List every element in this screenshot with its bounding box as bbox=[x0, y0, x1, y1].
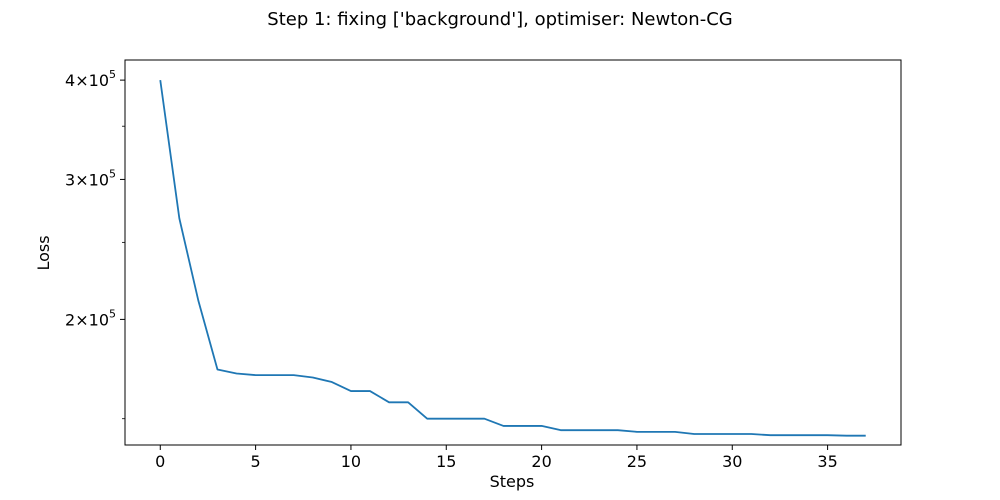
x-tick-label: 0 bbox=[155, 452, 165, 471]
y-tick-label: 2×105 bbox=[65, 307, 116, 329]
y-tick-label: 4×105 bbox=[65, 68, 116, 90]
series-layer bbox=[159, 79, 866, 437]
x-tick-label: 15 bbox=[436, 452, 456, 471]
x-tick-label: 5 bbox=[251, 452, 261, 471]
y-axis-label: Loss bbox=[34, 235, 53, 270]
x-tick-label: 35 bbox=[817, 452, 837, 471]
y-axis-ticks: 2×105 3×105 4×105 bbox=[65, 68, 125, 420]
x-tick-label: 20 bbox=[531, 452, 551, 471]
x-tick-label: 30 bbox=[722, 452, 742, 471]
plot-area bbox=[124, 59, 902, 446]
x-axis-ticks: 0 5 10 15 20 25 30 35 bbox=[155, 445, 838, 471]
loss-series-line bbox=[159, 79, 866, 437]
x-tick-label: 25 bbox=[627, 452, 647, 471]
chart-title: Step 1: fixing ['background'], optimiser… bbox=[267, 9, 732, 30]
x-axis-label: Steps bbox=[490, 472, 535, 491]
y-tick-label: 3×105 bbox=[65, 167, 116, 189]
x-tick-label: 10 bbox=[341, 452, 361, 471]
